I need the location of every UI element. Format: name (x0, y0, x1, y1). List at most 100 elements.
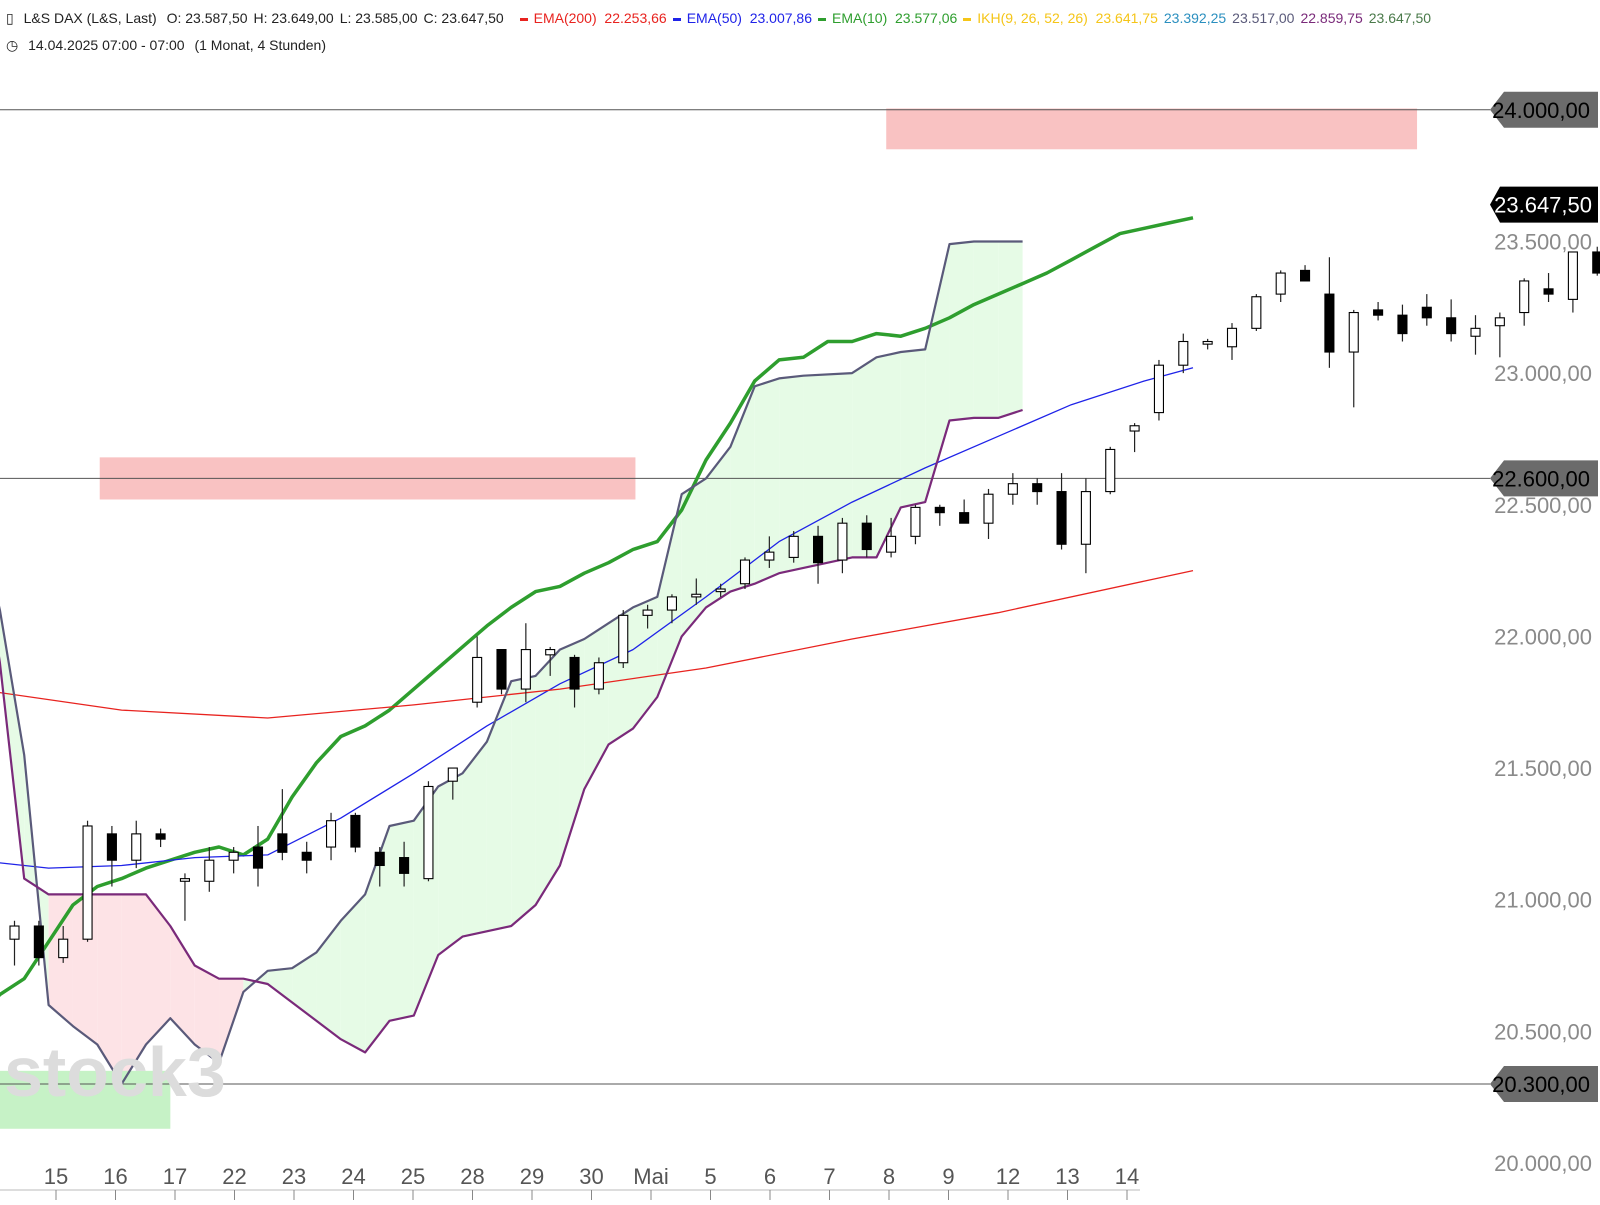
candle-body (1226, 327, 1238, 348)
ohlc-item: L: 23.585,00 (339, 10, 418, 26)
candle-body (277, 833, 288, 853)
candle-body (447, 767, 458, 782)
candle (155, 828, 166, 848)
cloud-segment (267, 968, 293, 1003)
candle (837, 517, 848, 574)
candle (1105, 446, 1116, 495)
x-tick-label: 8 (883, 1164, 895, 1189)
instrument-name: L&S DAX (L&S, Last) (23, 10, 157, 26)
candle (1397, 304, 1408, 342)
candle-body (423, 785, 434, 880)
candle (1567, 251, 1578, 313)
y-tick-label: 23.000,00 (1494, 361, 1592, 386)
candle-body (399, 857, 410, 874)
y-tick-label: 21.000,00 (1494, 888, 1592, 913)
cloud-segment (632, 596, 658, 729)
cloud-segment (145, 894, 171, 1045)
cloud-segment (97, 894, 122, 1085)
x-tick-label: 5 (704, 1164, 716, 1189)
cloud-segment (803, 373, 853, 568)
candle-body (837, 522, 848, 561)
candle-body (1202, 340, 1213, 345)
x-tick-label: 16 (103, 1164, 127, 1189)
cloud-segment (973, 241, 999, 418)
candle (423, 781, 434, 882)
ikh-value: 22.859,75 (1300, 10, 1363, 26)
candle (1178, 333, 1189, 374)
candle (1373, 302, 1384, 321)
candle-body (1129, 425, 1140, 432)
price-line-tag (1490, 91, 1598, 128)
ikh-value: 23.517,00 (1232, 10, 1295, 26)
series-senkou-a (0, 240, 1023, 1086)
candle (1543, 273, 1554, 303)
candle-body (1567, 251, 1578, 300)
period: (1 Monat, 4 Stunden) (194, 37, 326, 53)
cloud-segment (876, 352, 901, 558)
candle (1300, 265, 1311, 282)
candle (910, 504, 921, 545)
y-tick-label: 20.500,00 (1494, 1019, 1592, 1044)
ikh-value: 23.392,25 (1163, 10, 1227, 26)
cloud-segment (462, 741, 487, 937)
candle-body (1470, 327, 1481, 337)
x-tick-label: 24 (341, 1164, 365, 1189)
cloud-segment (657, 494, 682, 697)
candle-body (301, 851, 312, 861)
ikh-value: 23.647,50 (1368, 10, 1432, 26)
cloud-segment (486, 681, 512, 932)
cloud-segment (170, 926, 195, 1045)
candle-body (325, 820, 337, 848)
cloud-segment (365, 825, 390, 1053)
candle-body (1275, 272, 1286, 295)
x-tick-label: 7 (823, 1164, 835, 1189)
candle-body (204, 859, 215, 882)
candle (447, 767, 458, 800)
candle-body (520, 649, 531, 690)
candle (1470, 315, 1481, 355)
candle (204, 847, 215, 892)
chart-type-icon: ▯ (6, 10, 14, 26)
candle-body (1080, 491, 1091, 545)
candle (1007, 473, 1018, 505)
ohlc-item: O: 23.587,50 (166, 10, 248, 26)
cloud-segment (754, 378, 780, 584)
candle (1519, 278, 1530, 326)
candle-body (106, 833, 117, 861)
cloud-segment (389, 820, 414, 1021)
candle-body (642, 609, 653, 616)
cloud-segment (535, 649, 560, 905)
candle (277, 789, 288, 861)
candle (1226, 323, 1238, 360)
x-tick-label: 23 (282, 1164, 306, 1189)
candle-body (545, 649, 556, 656)
candle-body (569, 656, 580, 690)
ohlc-item: H: 23.649,00 (253, 10, 334, 26)
x-tick-label: 6 (764, 1164, 776, 1189)
cloud-segment (0, 610, 25, 879)
cloud-segment (438, 773, 463, 955)
candle-body (1324, 293, 1335, 353)
ohlc-item: C: 23.647,50 (423, 10, 504, 26)
resistance-zone (886, 108, 1418, 150)
candle-body (350, 814, 361, 848)
y-tick-label: 21.500,00 (1494, 756, 1592, 781)
candle-body (131, 833, 142, 861)
x-tick-label: 22 (222, 1164, 246, 1189)
candle (1421, 294, 1432, 326)
candle (58, 926, 69, 963)
candle-body (812, 535, 824, 564)
candle (886, 517, 897, 558)
candle (1494, 312, 1505, 358)
indicator-item: IKH(9, 26, 52, 26) 23.641,75 (963, 10, 1158, 26)
indicator-item: EMA(200) 22.253,66 (519, 10, 667, 26)
candle (691, 578, 702, 605)
candle (1202, 338, 1213, 350)
y-tick-label: 23.500,00 (1494, 229, 1592, 254)
candle-body (374, 851, 385, 867)
candle-body (1056, 491, 1067, 545)
candle-body (715, 588, 726, 593)
series-senkou-b (0, 408, 1023, 1054)
cloud-segment (121, 894, 146, 1085)
